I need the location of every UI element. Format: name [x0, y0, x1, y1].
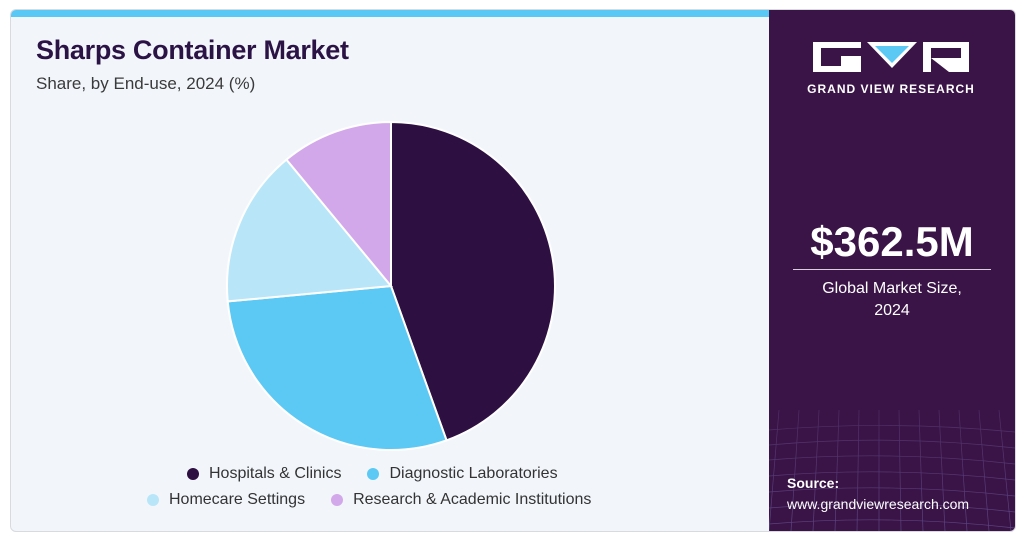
market-size-value: $362.5M — [810, 218, 974, 265]
legend-item-diagnostic: Diagnostic Laboratories — [367, 465, 558, 483]
chart-subtitle: Share, by End-use, 2024 (%) — [36, 74, 256, 93]
pie-slice-diagnostic-laboratories — [226, 284, 448, 451]
legend-swatch — [187, 468, 199, 480]
source-link[interactable]: www.grandviewresearch.com — [787, 496, 970, 512]
legend-swatch — [147, 494, 159, 506]
legend-item-research: Research & Academic Institutions — [331, 491, 591, 509]
legend-row-1: Hospitals & Clinics Diagnostic Laborator… — [187, 465, 558, 483]
market-label-line1: Global Market Size, — [822, 280, 962, 297]
market-label-line2: 2024 — [874, 302, 910, 319]
divider — [793, 269, 991, 270]
infographic-card: Sharps Container Market Share, by End-us… — [10, 9, 1016, 532]
legend-item-hospitals: Hospitals & Clinics — [187, 465, 341, 483]
accent-bar — [11, 10, 769, 17]
brand-name: GRAND VIEW RESEARCH — [807, 82, 975, 96]
pie-chart — [226, 120, 556, 451]
gvr-logo-icon — [813, 42, 969, 72]
legend-label: Research & Academic Institutions — [353, 491, 592, 508]
pie-slice-research-academic-institutions — [285, 120, 392, 289]
source-title: Source: — [787, 475, 840, 491]
legend-label: Homecare Settings — [169, 491, 306, 508]
grid-pattern — [769, 410, 1015, 531]
legend-item-homecare: Homecare Settings — [147, 491, 305, 509]
legend-label: Hospitals & Clinics — [209, 465, 342, 482]
summary-panel: GRAND VIEW RESEARCH $362.5M Global Marke… — [769, 10, 1015, 531]
legend-row-2: Homecare Settings Research & Academic In… — [147, 491, 591, 509]
legend-swatch — [331, 494, 344, 506]
legend-label: Diagnostic Laboratories — [389, 465, 558, 482]
market-size-label: Global Market Size, 2024 — [769, 278, 1015, 322]
pie-slice-hospitals-clinics — [390, 120, 556, 442]
brand-logo: GRAND VIEW RESEARCH — [799, 40, 983, 96]
chart-title: Sharps Container Market — [36, 35, 349, 65]
chart-panel: Sharps Container Market Share, by End-us… — [11, 10, 769, 531]
pie-slice-homecare-settings — [226, 158, 393, 303]
legend-swatch — [367, 468, 380, 480]
